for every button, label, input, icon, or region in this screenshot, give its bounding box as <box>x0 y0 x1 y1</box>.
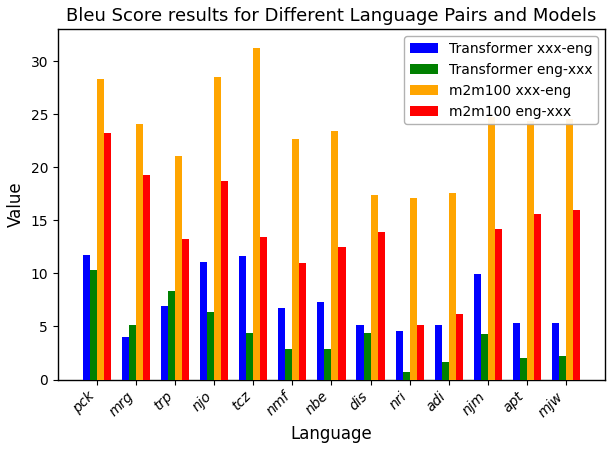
Bar <box>175 156 182 379</box>
Bar <box>221 181 228 379</box>
Bar <box>122 337 129 379</box>
Bar <box>161 306 168 379</box>
Bar <box>456 314 463 379</box>
Bar <box>299 263 307 379</box>
Bar <box>481 334 488 379</box>
Bar <box>332 131 338 379</box>
Bar <box>417 325 424 379</box>
Bar <box>520 358 527 379</box>
Bar <box>573 210 580 379</box>
Bar <box>278 308 285 379</box>
Bar <box>534 214 541 379</box>
Bar <box>403 372 409 379</box>
Bar <box>370 195 378 379</box>
Bar <box>409 198 417 379</box>
Bar <box>129 325 136 379</box>
Bar <box>338 247 346 379</box>
Bar <box>90 270 97 379</box>
Bar <box>260 237 267 379</box>
Bar <box>488 117 495 379</box>
Bar <box>449 193 456 379</box>
Bar <box>442 361 449 379</box>
Bar <box>285 349 293 379</box>
Bar <box>527 121 534 379</box>
Y-axis label: Value: Value <box>7 182 25 227</box>
Bar <box>214 77 221 379</box>
Bar <box>566 120 573 379</box>
Bar <box>182 239 189 379</box>
Bar <box>356 325 364 379</box>
Title: Bleu Score results for Different Language Pairs and Models: Bleu Score results for Different Languag… <box>66 7 597 25</box>
X-axis label: Language: Language <box>291 425 372 443</box>
Bar <box>474 274 481 379</box>
Bar <box>246 333 253 379</box>
Bar <box>513 323 520 379</box>
Bar <box>559 356 566 379</box>
Bar <box>168 292 175 379</box>
Bar <box>207 311 214 379</box>
Bar <box>318 302 324 379</box>
Bar <box>253 49 260 379</box>
Bar <box>495 229 502 379</box>
Bar <box>364 333 370 379</box>
Bar <box>324 349 332 379</box>
Bar <box>83 255 90 379</box>
Bar <box>378 232 384 379</box>
Bar <box>200 262 207 379</box>
Bar <box>97 79 104 379</box>
Legend: Transformer xxx-eng, Transformer eng-xxx, m2m100 xxx-eng, m2m100 eng-xxx: Transformer xxx-eng, Transformer eng-xxx… <box>405 36 598 124</box>
Bar <box>239 256 246 379</box>
Bar <box>552 323 559 379</box>
Bar <box>293 139 299 379</box>
Bar <box>395 331 403 379</box>
Bar <box>104 133 111 379</box>
Bar <box>143 175 150 379</box>
Bar <box>136 124 143 379</box>
Bar <box>435 325 442 379</box>
